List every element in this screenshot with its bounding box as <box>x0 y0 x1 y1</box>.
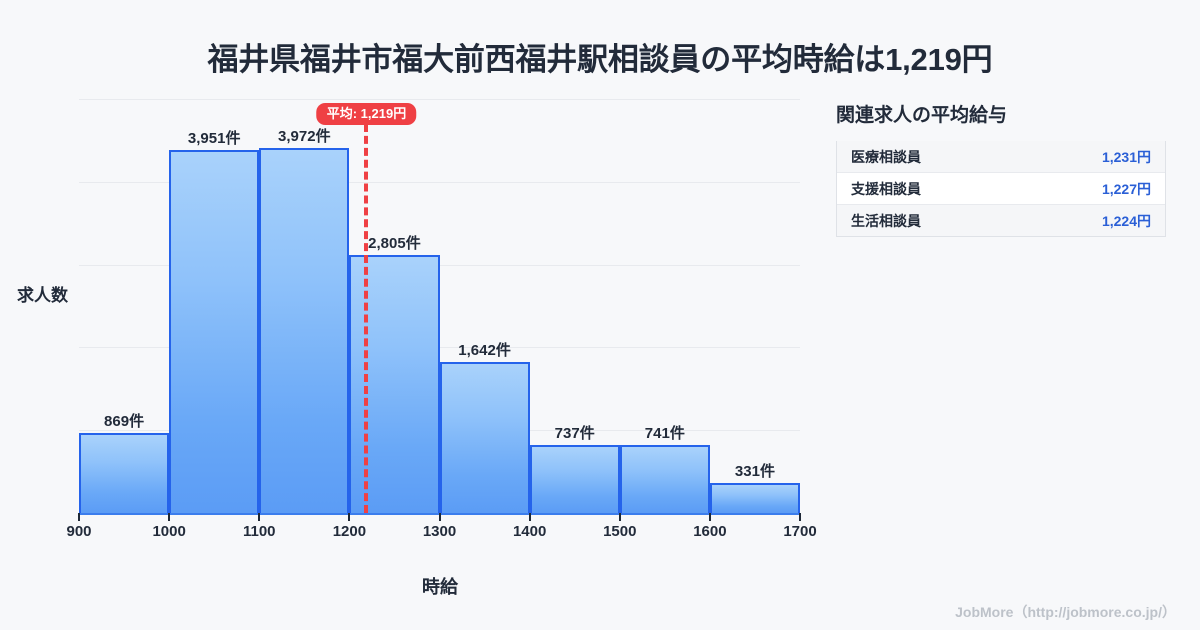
bar-value-label: 869件 <box>104 413 145 431</box>
related-salary-row-label: 支援相談員 <box>851 180 921 197</box>
related-salary-row-value: 1,227円 <box>1101 180 1151 197</box>
histogram-bar <box>259 147 350 513</box>
bar-value-label: 331件 <box>734 462 775 480</box>
x-axis-tick-label: 1100 <box>242 523 276 540</box>
related-salary-table: 医療相談員 1,231円支援相談員 1,227円生活相談員 1,224円 <box>836 141 1166 237</box>
histogram-bar <box>169 149 260 513</box>
gridline <box>79 347 800 348</box>
x-axis-tick <box>708 513 711 521</box>
x-axis-tick-label: 900 <box>66 523 92 540</box>
related-salary-title: 関連求人の平均給与 <box>836 105 1008 126</box>
x-axis-tick <box>618 513 621 521</box>
histogram-bar <box>529 445 620 513</box>
mean-line <box>364 124 369 513</box>
related-salary-row[interactable]: 支援相談員 1,227円 <box>837 173 1165 205</box>
bar-value-label: 3,972件 <box>278 127 331 145</box>
x-axis-tick <box>799 513 801 521</box>
x-axis-tick-label: 1700 <box>783 523 817 540</box>
bar-value-label: 737件 <box>554 425 595 443</box>
x-axis-tick <box>528 513 531 521</box>
x-axis-tick <box>168 513 171 521</box>
page-title: 福井県福井市福大前西福井駅相談員の平均時給は1,219円 <box>207 42 993 77</box>
y-axis-label: 求人数 <box>17 286 68 305</box>
related-salary-row[interactable]: 医療相談員 1,231円 <box>837 141 1165 173</box>
related-salary-row-value: 1,231円 <box>1101 148 1151 165</box>
x-axis-label: 時給 <box>422 577 458 597</box>
histogram-bar <box>439 361 530 513</box>
histogram-bar <box>709 482 800 513</box>
related-salary-row-value: 1,224円 <box>1101 212 1151 229</box>
related-salary-row[interactable]: 生活相談員 1,224円 <box>837 205 1165 237</box>
x-axis-tick-label: 1500 <box>603 523 637 540</box>
x-axis-tick-label: 1000 <box>152 523 186 540</box>
x-axis-tick-label: 1400 <box>512 523 547 540</box>
x-axis-tick-label: 1600 <box>693 523 727 540</box>
x-axis-tick <box>438 513 441 521</box>
related-salary-row-label: 生活相談員 <box>851 212 921 229</box>
bar-value-label: 1,642件 <box>458 341 511 359</box>
bar-value-label: 741件 <box>644 424 685 442</box>
x-axis-tick-label: 1300 <box>422 523 457 540</box>
related-salary-panel: 関連求人の平均給与 医療相談員 1,231円支援相談員 1,227円生活相談員 1,2… <box>836 100 1166 237</box>
gridline <box>79 99 800 100</box>
related-salary-row-label: 医療相談員 <box>851 148 921 165</box>
gridline <box>79 265 800 266</box>
histogram-bar <box>79 433 170 513</box>
plot-area: 869件 3,951件 3,972件 2,805件 1,642件 737件 741件 331件… <box>66 99 817 540</box>
x-axis-tick <box>258 513 261 521</box>
histogram-bar <box>349 254 440 513</box>
gridline <box>79 182 800 183</box>
footer-watermark: JobMore（http://jobmore.co.jp/） <box>955 604 1176 620</box>
mean-badge: 平均: 1,219円 <box>316 103 417 125</box>
histogram-bar <box>619 444 710 513</box>
x-axis-tick-label: 1200 <box>332 523 367 540</box>
bar-value-label: 3,951件 <box>187 129 241 147</box>
x-axis-tick <box>78 513 80 521</box>
bar-value-label: 2,805件 <box>368 234 421 252</box>
x-axis-tick <box>348 513 351 521</box>
